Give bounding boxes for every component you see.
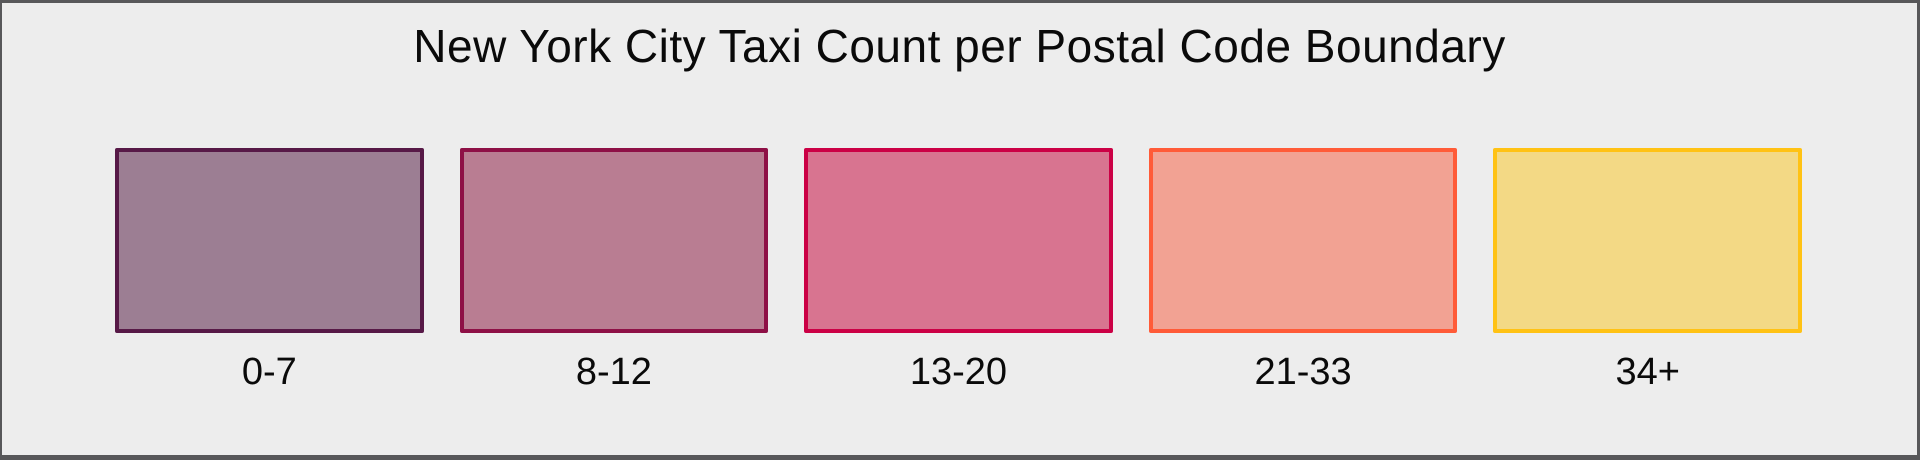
legend-bin-label: 13-20	[909, 351, 1008, 393]
legend-item: 13-20	[804, 148, 1113, 408]
legend-swatch	[1493, 148, 1802, 333]
legend-swatch	[459, 148, 769, 333]
chart-title: New York City Taxi Count per Postal Code…	[413, 20, 1506, 72]
legend-bin-label: 21-33	[1254, 351, 1352, 393]
legend-item: 8-12	[459, 148, 769, 408]
legend-swatch	[115, 148, 424, 333]
legend-row: 0-7 8-12 13-20 21-33 34+	[115, 148, 1802, 408]
legend-item: 21-33	[1148, 148, 1458, 408]
legend-bin-label: 0-7	[241, 351, 297, 393]
legend-item: 0-7	[115, 148, 424, 408]
legend-bin-label: 8-12	[575, 351, 652, 393]
legend-item: 34+	[1493, 148, 1802, 408]
legend-swatch	[1148, 148, 1458, 333]
legend-swatch	[804, 148, 1113, 333]
legend-bin-label: 34+	[1615, 351, 1680, 393]
